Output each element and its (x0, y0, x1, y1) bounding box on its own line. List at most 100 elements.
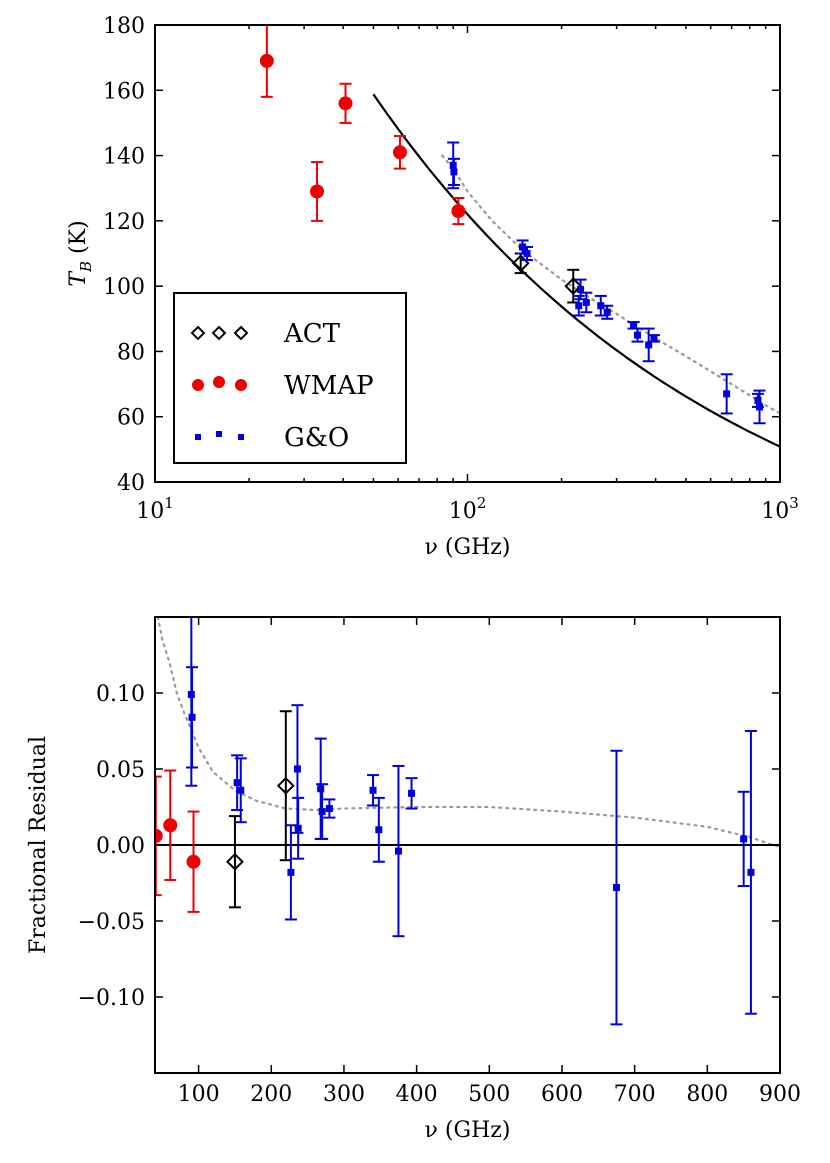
data-point (325, 805, 333, 813)
legend-label: G&O (284, 423, 349, 453)
data-point (237, 786, 245, 794)
plot-area (259, 25, 780, 448)
data-point (408, 789, 416, 797)
data-point (276, 776, 295, 795)
y-axis-label-main: T (66, 270, 91, 287)
x-tick-label: 800 (686, 1082, 728, 1107)
data-point (293, 765, 301, 773)
data-point (603, 308, 611, 316)
x-tick-label: 600 (541, 1082, 583, 1107)
legend-marker (216, 431, 222, 437)
legend-marker (192, 379, 204, 391)
x-tick-label: 101 (136, 494, 174, 524)
data-point (163, 818, 178, 833)
data-point (451, 204, 466, 219)
legend-label: WMAP (284, 371, 374, 401)
data-point (756, 403, 764, 411)
x-axis-label: ν (GHz) (425, 535, 511, 560)
legend-marker (235, 379, 247, 391)
x-tick-exponent: 2 (477, 494, 487, 512)
y-tick-label: 80 (117, 340, 145, 365)
y-axis-label-unit: (K) (66, 220, 91, 261)
legend-marker (190, 325, 206, 341)
axis-ticks (154, 24, 781, 483)
series-wmap (155, 769, 201, 913)
y-tick-label: −0.05 (78, 910, 145, 935)
legend-label: ACT (283, 319, 341, 349)
data-point (747, 868, 755, 876)
legend-entry: ACT (190, 319, 341, 349)
y-tick-label: 0.05 (96, 758, 145, 783)
x-tick-exponent: 1 (164, 494, 174, 512)
x-tick-label: 400 (396, 1082, 438, 1107)
data-point (310, 184, 325, 199)
data-point (317, 785, 325, 793)
x-tick-exponent: 3 (789, 494, 799, 512)
x-tick-label: 500 (468, 1082, 510, 1107)
data-point (369, 786, 377, 794)
x-tick-label: 700 (614, 1082, 656, 1107)
y-tick-label: 0.00 (96, 834, 145, 859)
data-point (723, 390, 731, 398)
axis-ticks (155, 617, 781, 1073)
x-tick-label: 300 (323, 1082, 365, 1107)
data-point (754, 396, 762, 404)
plot-area (155, 617, 780, 1026)
series-act (226, 710, 295, 909)
x-tick-base: 10 (761, 499, 789, 524)
data-point (582, 298, 590, 306)
data-point (564, 277, 583, 296)
data-point (645, 341, 653, 349)
legend-entry: G&O (195, 423, 349, 453)
data-point (259, 53, 274, 68)
data-point (338, 96, 353, 111)
data-point (287, 868, 295, 876)
legend-marker (211, 325, 227, 341)
y-tick-label: 0.10 (96, 682, 145, 707)
reference-curve (156, 617, 780, 848)
data-point (650, 334, 658, 342)
data-point (392, 145, 407, 160)
data-point (186, 854, 201, 869)
x-axis-label: ν (GHz) (425, 1118, 511, 1143)
x-tick-label: 102 (449, 494, 487, 524)
y-tick-label: 100 (103, 275, 145, 300)
data-point (523, 250, 531, 257)
data-point (577, 285, 585, 293)
data-point (294, 824, 302, 832)
legend: ACT WMAP G&O (173, 292, 407, 464)
legend-entry: WMAP (192, 371, 374, 401)
legend-marker (213, 376, 225, 388)
y-axis-label: Fractional Residual (26, 736, 51, 954)
x-tick-label: 200 (250, 1082, 292, 1107)
y-axis-label: TB (K) (66, 220, 95, 286)
data-point (450, 168, 458, 176)
data-point (233, 779, 241, 787)
legend-box (173, 292, 407, 464)
x-tick-base: 10 (136, 499, 164, 524)
data-point (375, 826, 383, 834)
legend-marker (195, 434, 201, 440)
y-tick-label: 180 (103, 14, 145, 39)
data-point (188, 713, 196, 721)
series-wmap (259, 25, 466, 226)
data-point (318, 808, 326, 816)
y-tick-label: 160 (103, 79, 145, 104)
data-point (575, 302, 583, 310)
data-point (634, 331, 642, 339)
y-tick-label: 60 (117, 406, 145, 431)
series-go (447, 141, 766, 425)
x-tick-label: 900 (759, 1082, 801, 1107)
y-tick-label: 40 (117, 471, 145, 496)
data-point (597, 302, 605, 310)
data-point (612, 884, 620, 892)
data-point (394, 847, 402, 855)
legend-marker (238, 434, 244, 440)
reference-curve (441, 154, 780, 415)
data-point (740, 835, 748, 843)
y-tick-label: 140 (103, 145, 145, 170)
fit-curve (372, 93, 780, 448)
x-tick-label: 103 (761, 494, 799, 524)
legend-marker (233, 325, 249, 341)
